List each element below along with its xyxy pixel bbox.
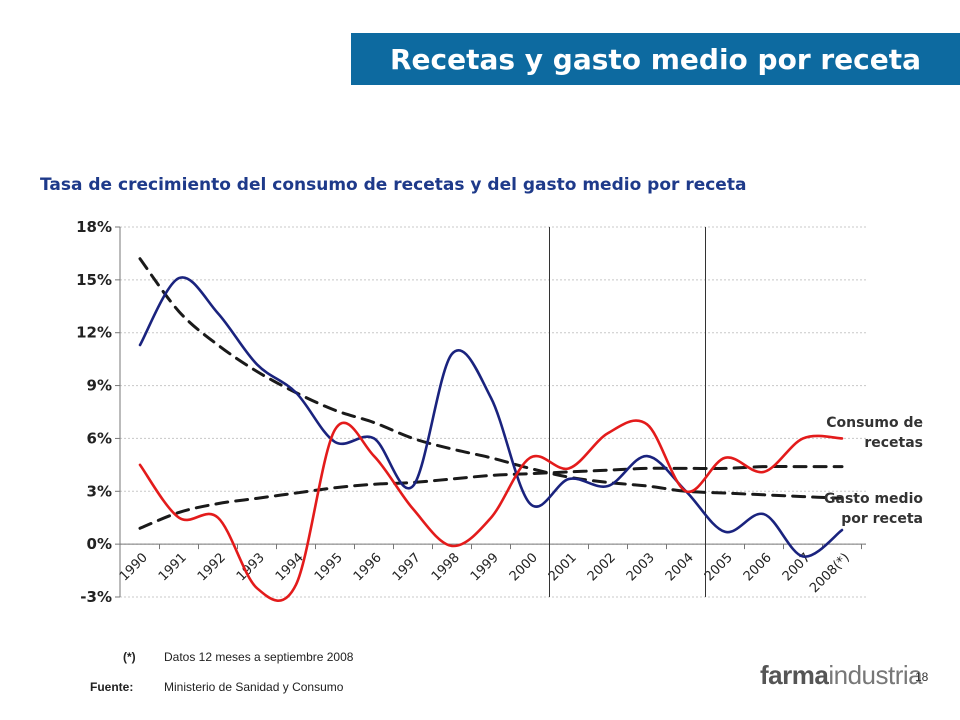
y-tick-label: 3%	[87, 482, 112, 500]
series-line-consumo-de-recetas	[138, 276, 844, 558]
y-tick-label: 0%	[87, 535, 112, 553]
x-tick-label: 1997	[390, 550, 424, 584]
y-tick-label: 9%	[87, 377, 112, 395]
footnote-mark: (*)	[123, 650, 136, 664]
series-label-gasto: Gasto medio por receta	[783, 489, 923, 529]
series-line-tendencia-consumo	[138, 257, 844, 500]
x-tick-label: 1991	[156, 550, 190, 584]
x-tick-label: 2005	[702, 550, 736, 584]
series-label-consumo: Consumo de recetas	[783, 413, 923, 453]
source-label: Fuente:	[90, 680, 134, 694]
y-tick-label: 6%	[87, 429, 112, 447]
series-label-gasto-line2: por receta	[841, 511, 923, 527]
page-number: 18	[915, 670, 929, 684]
x-tick-label: 2004	[663, 550, 697, 584]
x-tick-label: 1995	[312, 550, 346, 584]
x-tick-label: 1996	[351, 550, 385, 584]
footnote-text: Datos 12 meses a septiembre 2008	[164, 650, 354, 664]
x-tick-label: 2001	[546, 550, 580, 584]
x-tick-label: 1999	[468, 550, 502, 584]
chart-title: Tasa de crecimiento del consumo de recet…	[40, 175, 747, 195]
y-tick-label: 12%	[76, 324, 112, 342]
y-tick-label: -3%	[80, 588, 112, 606]
x-tick-label: 2006	[741, 550, 775, 584]
series-line-tendencia-gasto	[138, 464, 844, 530]
farmaindustria-logo: farmaindustria	[760, 660, 923, 690]
y-tick-label: 18%	[76, 218, 112, 236]
x-tick-label: 1990	[117, 550, 151, 584]
series-line-gasto-medio-por-receta	[138, 419, 844, 602]
x-tick-label: 2000	[507, 550, 541, 584]
x-tick-label: 2003	[624, 550, 658, 584]
x-tick-label: 1992	[195, 550, 229, 584]
x-tick-label: 2002	[585, 550, 619, 584]
page-title: Recetas y gasto medio por receta	[351, 33, 960, 85]
series-label-gasto-line1: Gasto medio	[824, 491, 923, 507]
y-tick-label: 15%	[76, 271, 112, 289]
source-text: Ministerio de Sanidad y Consumo	[164, 680, 344, 694]
x-tick-label: 1998	[429, 550, 463, 584]
series-label-consumo-line2: recetas	[864, 435, 923, 451]
x-tick-label: 2008(*)	[807, 550, 853, 596]
series-label-consumo-line1: Consumo de	[826, 415, 923, 431]
